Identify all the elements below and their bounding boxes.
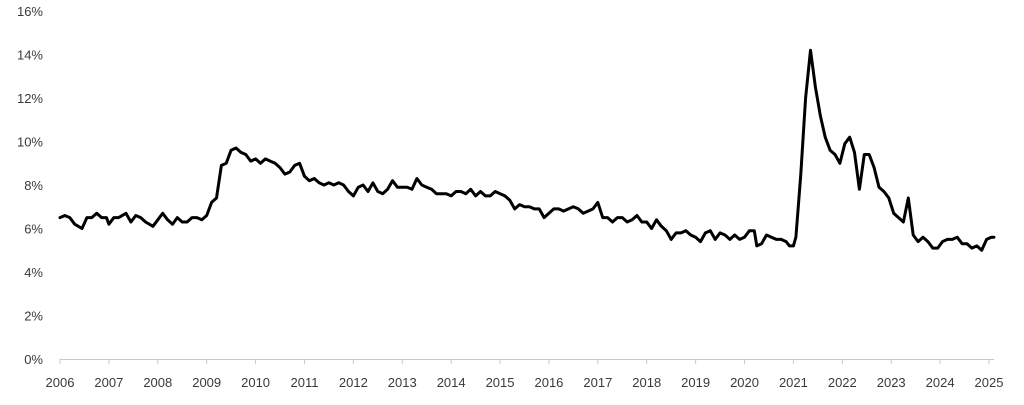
x-tick-label: 2011: [290, 375, 318, 390]
x-tick-label: 2014: [437, 375, 466, 390]
x-tick-label: 2018: [632, 375, 661, 390]
x-axis-tick-labels: 2006 2007 2008 2009 2010 2011 2012 2013 2014 2015…: [46, 375, 1004, 390]
x-tick-label: 2022: [828, 375, 857, 390]
x-tick-label: 2020: [730, 375, 759, 390]
y-tick-label: 8%: [24, 178, 43, 193]
x-tick-label: 2012: [339, 375, 368, 390]
x-tick-label: 2017: [583, 375, 612, 390]
y-tick-label: 2%: [24, 309, 43, 324]
x-tick-label: 2013: [388, 375, 417, 390]
x-tick-label: 2015: [486, 375, 515, 390]
x-tick-label: 2019: [681, 375, 710, 390]
x-axis: [59, 359, 994, 364]
x-tick-label: 2007: [94, 375, 123, 390]
y-tick-label: 14%: [17, 48, 43, 63]
x-tick-label: 2010: [241, 375, 270, 390]
y-tick-label: 16%: [17, 4, 43, 19]
y-tick-label: 12%: [17, 91, 43, 106]
x-tick-label: 2008: [143, 375, 172, 390]
y-axis-tick-labels: 0% 2% 4% 6% 8% 10% 12% 14% 16%: [17, 4, 43, 367]
x-tick-label: 2016: [534, 375, 563, 390]
x-tick-label: 2006: [46, 375, 75, 390]
x-tick-label: 2025: [975, 375, 1004, 390]
x-tick-label: 2024: [926, 375, 955, 390]
x-axis-tick-marks: [59, 359, 990, 364]
y-tick-label: 6%: [24, 222, 43, 237]
y-tick-label: 4%: [24, 265, 43, 280]
y-tick-label: 10%: [17, 135, 43, 150]
x-tick-label: 2023: [877, 375, 906, 390]
y-tick-label: 0%: [24, 352, 43, 367]
series-line: [58, 48, 996, 252]
x-tick-label: 2021: [779, 375, 808, 390]
x-tick-label: 2009: [192, 375, 221, 390]
